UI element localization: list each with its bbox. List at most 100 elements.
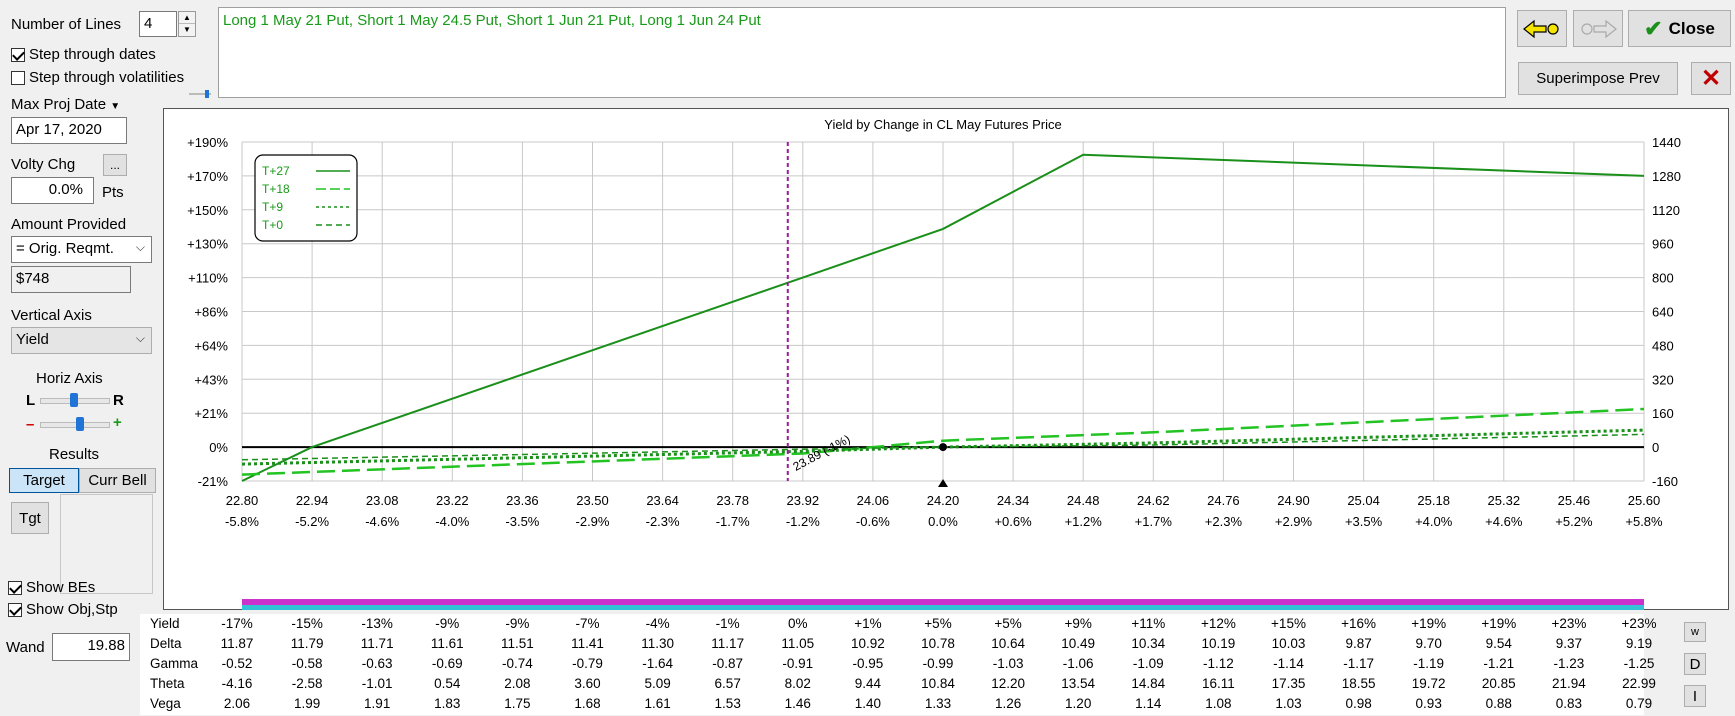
table-row: Gamma -0.52 -0.58 -0.63 -0.69 -0.74 -0.79 -1.64… (140, 656, 1654, 676)
table-cell: -1.19 (1413, 656, 1445, 671)
x-pct-tick-label: -4.0% (435, 514, 469, 529)
table-cell: 1.61 (644, 696, 671, 711)
y-left-tick-label: +190% (187, 135, 228, 150)
table-cell: -1.25 (1623, 656, 1655, 671)
x-pct-tick-label: -4.6% (365, 514, 399, 529)
close-button[interactable]: ✔ Close (1628, 10, 1731, 47)
table-cell: 1.26 (994, 696, 1022, 711)
table-cell: -1.01 (361, 676, 393, 691)
horiz-left-label: L (26, 392, 36, 409)
vertical-axis-select[interactable]: Yield ⌵ (11, 327, 152, 354)
forward-button[interactable] (1573, 10, 1623, 47)
table-row: Vega 2.06 1.99 1.91 1.83 1.75 1.68 1.61 1.53 1.46… (140, 696, 1652, 716)
zoom-slider[interactable] (40, 422, 110, 428)
dropdown-arrow-icon: ▼ (110, 101, 121, 112)
table-cell: 10.49 (1061, 636, 1096, 651)
y-left-tick-label: +64% (194, 338, 228, 353)
max-proj-date-label[interactable]: Max Proj Date ▼ (11, 96, 121, 113)
step-dates-checkbox[interactable]: Step through dates (11, 46, 156, 63)
show-bes-checkbox[interactable]: Show BEs (8, 579, 95, 596)
chevron-down-icon: ⌵ (135, 240, 145, 254)
wand-input[interactable]: 19.88 (52, 633, 130, 661)
table-cell: 21.94 (1551, 676, 1586, 691)
table-cell: +19% (1481, 616, 1517, 631)
max-proj-date-input[interactable]: Apr 17, 2020 (11, 117, 127, 144)
table-cell: 10.84 (921, 676, 955, 691)
table-cell: 1.75 (504, 696, 531, 711)
table-cell: 0.79 (1625, 696, 1653, 711)
zoom-minus-icon[interactable]: – (26, 416, 35, 433)
y-right-tick-label: 0 (1652, 440, 1659, 455)
table-cell: 11.71 (360, 636, 394, 651)
num-lines-spinner[interactable]: ▲ ▼ (178, 11, 196, 37)
table-cell: -15% (291, 616, 323, 631)
table-cell: 5.09 (644, 676, 671, 691)
table-cell: -2.58 (291, 676, 323, 691)
table-cell: 22.99 (1622, 676, 1656, 691)
table-cell: -7% (575, 616, 600, 631)
superimpose-prev-button[interactable]: Superimpose Prev (1518, 62, 1678, 95)
current-price-triangle-icon (938, 479, 948, 487)
table-cell: 11.30 (641, 636, 674, 651)
y-right-tick-label: 480 (1652, 338, 1674, 353)
zoom-slider-thumb[interactable] (76, 417, 84, 431)
i-button[interactable]: I (1684, 685, 1706, 707)
x-tick-label: 25.60 (1628, 493, 1661, 508)
d-button[interactable]: D (1684, 653, 1706, 675)
x-pct-tick-label: -5.2% (295, 514, 329, 529)
horiz-axis-slider-thumb[interactable] (70, 393, 78, 407)
back-button[interactable] (1517, 10, 1567, 47)
num-lines-input[interactable]: 4 (139, 11, 177, 37)
volty-chg-input[interactable]: 0.0% (11, 177, 94, 204)
checkbox-checked-icon[interactable] (8, 580, 22, 595)
y-right-tick-label: 1280 (1652, 169, 1681, 184)
table-cell: 10.78 (921, 636, 955, 651)
table-cell: 9.54 (1485, 636, 1512, 651)
mini-slider[interactable] (189, 90, 211, 98)
x-pct-tick-label: +1.7% (1135, 514, 1173, 529)
delete-button[interactable]: ✕ (1691, 62, 1731, 95)
tab-target[interactable]: Target (9, 468, 79, 493)
trade-description[interactable]: Long 1 May 21 Put, Short 1 May 24.5 Put,… (218, 7, 1506, 98)
yield-chart[interactable]: Yield by Change in CL May Futures Price 2… (164, 109, 1730, 611)
zoom-plus-icon[interactable]: + (113, 414, 122, 431)
legend-label: T+18 (262, 182, 290, 196)
arrow-right-icon (1581, 19, 1617, 38)
checkbox-unchecked-icon[interactable] (11, 70, 25, 85)
table-cell: 6.57 (714, 676, 741, 691)
series-line-tplus9 (241, 428, 1645, 466)
table-cell: 1.14 (1135, 696, 1162, 711)
table-cell: 10.03 (1271, 636, 1306, 651)
x-pct-tick-label: +5.2% (1555, 514, 1593, 529)
table-cell: 9.37 (1555, 636, 1583, 651)
y-left-tick-label: +110% (188, 271, 228, 286)
table-cell: 0.83 (1555, 696, 1583, 711)
table-cell: 11.41 (571, 636, 604, 651)
y-right-tick-label: -160 (1652, 474, 1678, 489)
x-pct-tick-label: +2.9% (1275, 514, 1313, 529)
step-vols-checkbox[interactable]: Step through volatilities (11, 69, 184, 86)
amount-provided-select[interactable]: = Orig. Reqmt. ⌵ (11, 236, 152, 263)
table-cell: +19% (1411, 616, 1447, 631)
spin-down-icon[interactable]: ▼ (183, 25, 191, 34)
table-cell: -1.14 (1273, 656, 1304, 671)
x-pct-tick-label: -1.7% (716, 514, 750, 529)
y-right-tick-label: 1120 (1652, 203, 1680, 218)
table-cell: +15% (1271, 616, 1306, 631)
checkbox-checked-icon[interactable] (8, 602, 22, 617)
table-cell: 11.61 (430, 636, 464, 651)
table-cell: +23% (1621, 616, 1657, 631)
spin-up-icon[interactable]: ▲ (179, 12, 195, 24)
table-cell: 0.54 (434, 676, 461, 691)
current-price-dot (939, 443, 947, 452)
table-cell: 10.19 (1201, 636, 1236, 651)
w-button[interactable]: w (1684, 622, 1706, 642)
checkbox-checked-icon[interactable] (11, 47, 25, 62)
volty-chg-more-button[interactable]: ... (103, 154, 127, 176)
tab-curr-bell[interactable]: Curr Bell (79, 468, 156, 493)
tgt-button[interactable]: Tgt (11, 502, 49, 534)
show-obj-checkbox[interactable]: Show Obj,Stp (8, 601, 118, 618)
table-cell: +5% (924, 616, 952, 631)
table-cell: +23% (1551, 616, 1587, 631)
x-pct-tick-label: +1.2% (1065, 514, 1103, 529)
